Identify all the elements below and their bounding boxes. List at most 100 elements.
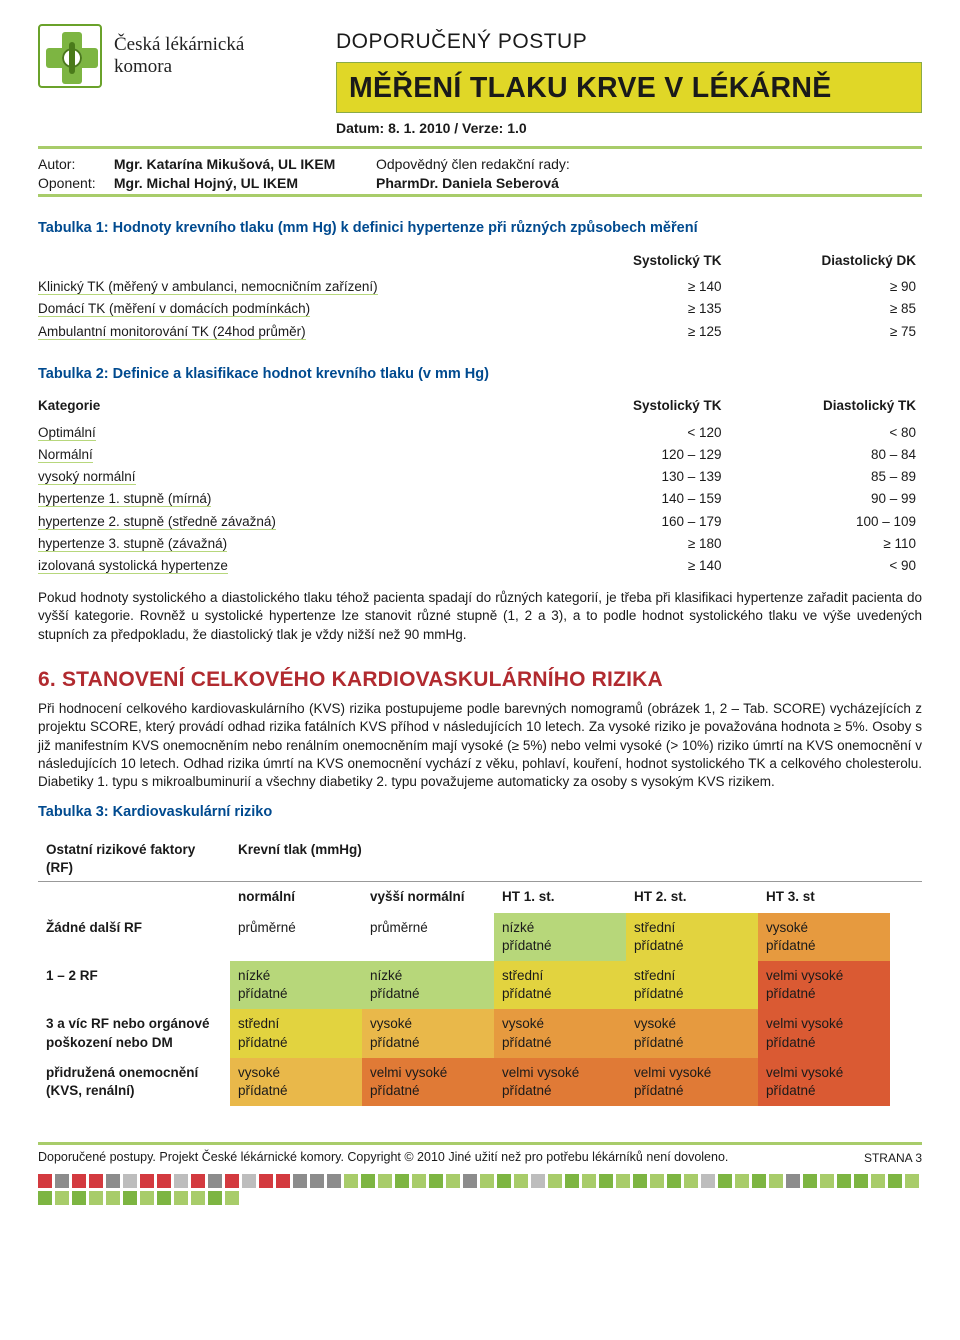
mosaic-tile: [38, 1191, 52, 1205]
mosaic-tile: [871, 1174, 885, 1188]
table-row-label: izolovaná systolická hypertenze: [38, 555, 533, 577]
kicker: DOPORUČENÝ POSTUP: [336, 28, 922, 56]
mosaic-tile: [701, 1174, 715, 1188]
footer-text: Doporučené postupy. Projekt České lékárn…: [38, 1149, 728, 1166]
opponent-label: Oponent:: [38, 174, 110, 193]
mosaic-tile: [786, 1174, 800, 1188]
pharmacy-cross-icon: [38, 24, 102, 88]
table-cell-sys: ≥ 180: [533, 533, 727, 555]
table-cell-dia: < 80: [728, 422, 922, 444]
mosaic-tile: [106, 1174, 120, 1188]
table1-caption: Tabulka 1: Hodnoty krevního tlaku (mm Hg…: [38, 219, 922, 239]
mosaic-tile: [276, 1174, 290, 1188]
mosaic-tile: [174, 1174, 188, 1188]
risk-cell: nízképřídatné: [494, 913, 626, 961]
table1: Systolický TK Diastolický DK Klinický TK…: [38, 249, 922, 343]
risk-cell: velmi vysoképřídatné: [626, 1058, 758, 1106]
risk-cell: velmi vysoképřídatné: [758, 1058, 890, 1106]
mosaic-tile: [463, 1174, 477, 1188]
table-cell-sys: ≥ 140: [533, 276, 727, 298]
risk-cell: střednípřídatné: [626, 961, 758, 1009]
section6-heading: 6. STANOVENÍ CELKOVÉHO KARDIOVASKULÁRNÍH…: [38, 666, 922, 694]
mosaic-tile: [293, 1174, 307, 1188]
mosaic-tile: [480, 1174, 494, 1188]
table-cell-sys: ≥ 135: [533, 298, 727, 320]
mosaic-tile: [55, 1191, 69, 1205]
mosaic-tile: [565, 1174, 579, 1188]
mosaic-tile: [854, 1174, 868, 1188]
risk-cell: nízképřídatné: [230, 961, 362, 1009]
risk-cell: velmi vysoképřídatné: [758, 1009, 890, 1057]
t3-col-1: vyšší normální: [362, 882, 494, 912]
t3-col-4: HT 3. st: [758, 882, 890, 912]
risk-cell: velmi vysoképřídatné: [494, 1058, 626, 1106]
mosaic-tile: [55, 1174, 69, 1188]
mosaic-tile: [667, 1174, 681, 1188]
table-cell-dia: 100 – 109: [728, 511, 922, 533]
risk-cell: střednípřídatné: [626, 913, 758, 961]
mosaic-tile: [650, 1174, 664, 1188]
risk-row-label: 3 a víc RF nebo orgánové poškození nebo …: [38, 1009, 230, 1057]
mosaic-tile: [497, 1174, 511, 1188]
mosaic-tile: [140, 1174, 154, 1188]
risk-cell: střednípřídatné: [494, 961, 626, 1009]
table-cell-dia: ≥ 90: [728, 276, 922, 298]
risk-row: 1 – 2 RFnízképřídatnénízképřídatnéstředn…: [38, 961, 922, 1009]
responsible-name: PharmDr. Daniela Seberová: [376, 175, 559, 191]
table-row-label: hypertenze 2. stupně (středně závažná): [38, 511, 533, 533]
table-row-label: Domácí TK (měření v domácích podmínkách): [38, 298, 533, 320]
mosaic-tile: [123, 1191, 137, 1205]
t3-col-2: HT 1. st.: [494, 882, 626, 912]
table-cell-dia: ≥ 110: [728, 533, 922, 555]
author-name: Mgr. Katarína Mikušová, UL IKEM: [114, 156, 335, 172]
t3-head-left: Ostatní rizikové faktory (RF): [38, 837, 230, 881]
table-cell-dia: 90 – 99: [728, 488, 922, 510]
mosaic-tile: [225, 1174, 239, 1188]
mosaic-tile: [429, 1174, 443, 1188]
table-row-label: hypertenze 1. stupně (mírná): [38, 488, 533, 510]
mosaic-tile: [174, 1191, 188, 1205]
opponent-name: Mgr. Michal Hojný, UL IKEM: [114, 175, 298, 191]
risk-row-label: 1 – 2 RF: [38, 961, 230, 1009]
mosaic-tile: [259, 1174, 273, 1188]
mosaic-tile: [888, 1174, 902, 1188]
table-cell-sys: 140 – 159: [533, 488, 727, 510]
table2: Kategorie Systolický TK Diastolický TK O…: [38, 394, 922, 577]
mosaic-tile: [361, 1174, 375, 1188]
table-row-label: Optimální: [38, 422, 533, 444]
table-cell-sys: 160 – 179: [533, 511, 727, 533]
mosaic-tile: [72, 1174, 86, 1188]
risk-row: Žádné další RFprůměrnéprůměrnénízképřída…: [38, 913, 922, 961]
mosaic-tile: [344, 1174, 358, 1188]
page-footer: Doporučené postupy. Projekt České lékárn…: [38, 1142, 922, 1205]
table-row-label: Ambulantní monitorování TK (24hod průměr…: [38, 321, 533, 343]
document-title: MĚŘENÍ TLAKU KRVE V LÉKÁRNĚ: [349, 69, 909, 107]
section6-paragraph: Při hodnocení celkového kardiovaskulární…: [38, 700, 922, 791]
dateline: Datum: 8. 1. 2010 / Verze: 1.0: [336, 119, 922, 138]
mosaic-tile: [582, 1174, 596, 1188]
mosaic-tile: [89, 1174, 103, 1188]
brand-line2: komora: [114, 56, 244, 78]
risk-cell: vysoképřídatné: [758, 913, 890, 961]
table-row-label: Normální: [38, 444, 533, 466]
mosaic-tile: [89, 1191, 103, 1205]
mosaic-tile: [684, 1174, 698, 1188]
title-band: MĚŘENÍ TLAKU KRVE V LÉKÁRNĚ: [336, 62, 922, 112]
risk-row-label: přidružená onemocnění (KVS, renální): [38, 1058, 230, 1106]
page-header: Česká lékárnická komora DOPORUČENÝ POSTU…: [38, 24, 922, 197]
table-cell-sys: ≥ 140: [533, 555, 727, 577]
table3-block: Tabulka 3: Kardiovaskulární riziko Ostat…: [38, 803, 922, 1106]
table-row-label: Klinický TK (měřený v ambulanci, nemocni…: [38, 276, 533, 298]
mosaic-tile: [803, 1174, 817, 1188]
risk-cell: průměrné: [230, 913, 362, 961]
table1-block: Tabulka 1: Hodnoty krevního tlaku (mm Hg…: [38, 219, 922, 342]
mosaic-tile: [157, 1191, 171, 1205]
table-cell-dia: ≥ 85: [728, 298, 922, 320]
mosaic-tile: [616, 1174, 630, 1188]
mosaic-tile: [106, 1191, 120, 1205]
mosaic-tile: [208, 1174, 222, 1188]
mosaic-tile: [157, 1174, 171, 1188]
mosaic-tile: [72, 1191, 86, 1205]
table-cell-sys: ≥ 125: [533, 321, 727, 343]
mosaic-tile: [769, 1174, 783, 1188]
